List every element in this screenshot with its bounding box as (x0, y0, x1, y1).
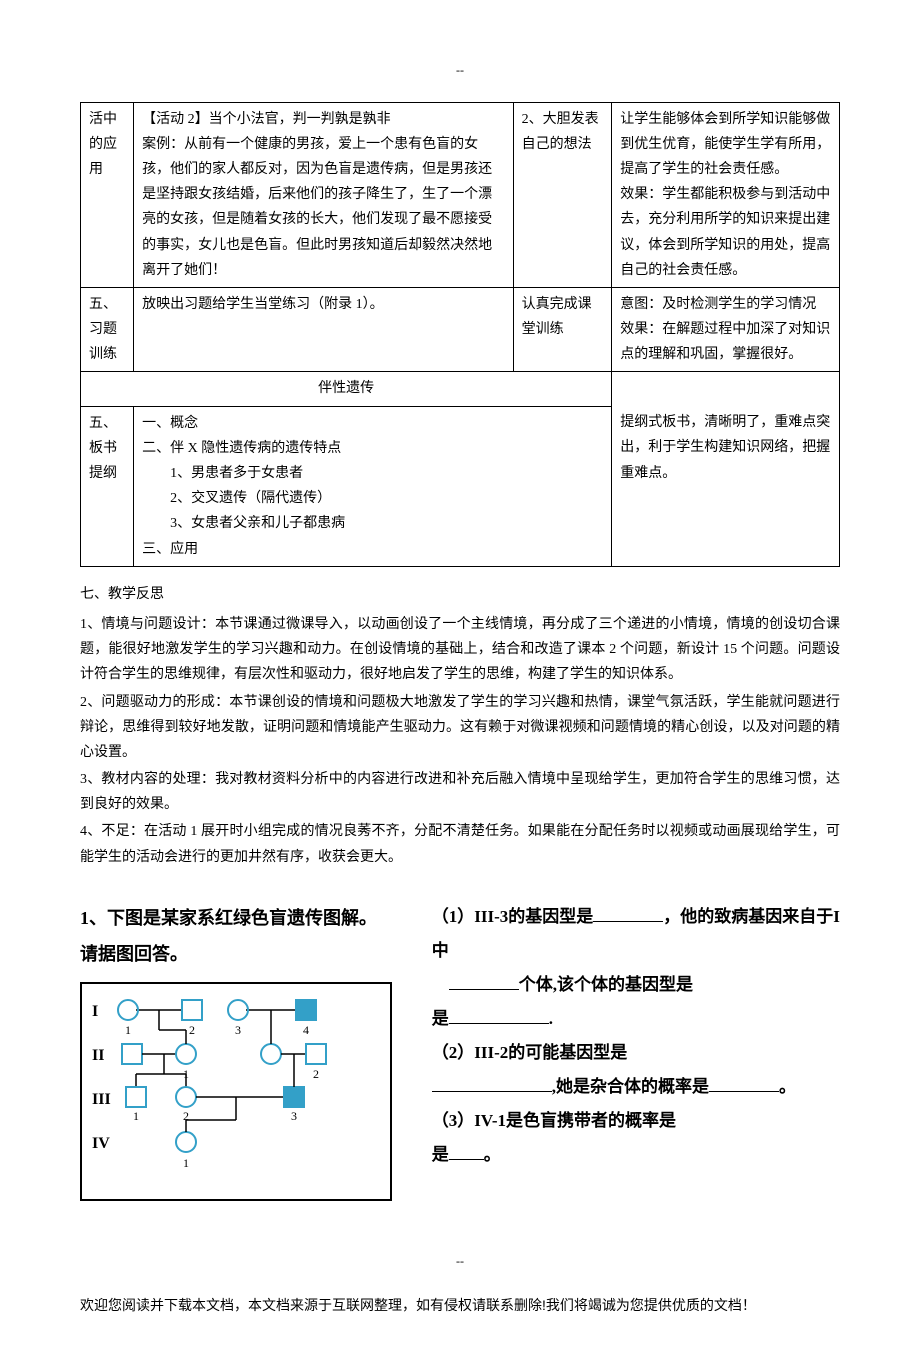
pedigree-svg: 1 2 3 4 1 2 (86, 992, 346, 1182)
reflection-p3: 3、教材内容的处理：我对教材资料分析中的内容进行改进和补充后融入情境中呈现给学生… (80, 767, 840, 817)
reflection-title: 七、教学反思 (80, 582, 840, 607)
q3-word-shi: 是 (432, 1145, 449, 1164)
blank (432, 1075, 552, 1092)
blank (593, 905, 663, 922)
table-row: 五、板书提纲 一、概念 二、伴 X 隐性遗传病的遗传特点 1、男患者多于女患者 … (81, 406, 840, 566)
svg-text:1: 1 (183, 1156, 189, 1170)
blank (449, 1007, 549, 1024)
svg-text:III: III (92, 1091, 111, 1108)
q1-text-c: 个体,该个体的基因型是 (519, 975, 693, 994)
svg-text:3: 3 (291, 1109, 297, 1123)
cell-exercise-label: 五、习题训练 (81, 287, 134, 372)
reflection-p1: 1、情境与问题设计：本节课通过微课导入，以动画创设了一个主线情境，再分成了三个递… (80, 612, 840, 688)
question-2: （2）III-2的可能基因型是 ,她是杂合体的概率是 。 (432, 1036, 840, 1104)
q3-text-b: 。 (484, 1145, 501, 1164)
cell-board-title: 伴性遗传 (81, 372, 612, 406)
lesson-table: 活中的应用 【活动 2】当个小法官，判一判孰是孰非 案例：从前有一个健康的男孩，… (80, 102, 840, 567)
q2-text-b: ,她是杂合体的概率是 (552, 1077, 709, 1096)
q2-text-a: （2）III-2的可能基因型是 (432, 1043, 628, 1062)
pedigree-diagram: 1 2 3 4 1 2 (80, 982, 392, 1201)
blank (449, 1143, 484, 1160)
cell-board-label: 五、板书提纲 (81, 406, 134, 566)
cell-activity-content: 【活动 2】当个小法官，判一判孰是孰非 案例：从前有一个健康的男孩，爱上一个患有… (134, 102, 514, 287)
cell-board-content: 一、概念 二、伴 X 隐性遗传病的遗传特点 1、男患者多于女患者 2、交叉遗传（… (134, 406, 612, 566)
svg-text:2: 2 (189, 1023, 195, 1037)
exercise-right: （1）III-3的基因型是，他的致病基因来自于I中 个体,该个体的基因型是 是.… (432, 900, 840, 1201)
svg-text:1: 1 (133, 1109, 139, 1123)
table-row: 五、习题训练 放映出习题给学生当堂练习（附录 1）。 认真完成课堂训练 意图：及… (81, 287, 840, 372)
exercise-left: 1、下图是某家系红绿色盲遗传图解。请据图回答。 1 2 3 4 (80, 900, 392, 1201)
blank (709, 1075, 779, 1092)
q1-text-a: （1）III-3的基因型是 (432, 907, 594, 926)
reflection-p2: 2、问题驱动力的形成：本节课创设的情境和问题极大地激发了学生的学习兴趣和热情，课… (80, 690, 840, 766)
cell-exercise-action: 认真完成课堂训练 (513, 287, 612, 372)
reflection-p4: 4、不足：在活动 1 展开时小组完成的情况良莠不齐，分配不清楚任务。如果能在分配… (80, 819, 840, 869)
cell-activity-label: 活中的应用 (81, 102, 134, 287)
cell-student-action: 2、大胆发表自己的想法 (513, 102, 612, 287)
question-1: （1）III-3的基因型是，他的致病基因来自于I中 个体,该个体的基因型是 是. (432, 900, 840, 1036)
exercise-title: 1、下图是某家系红绿色盲遗传图解。请据图回答。 (80, 900, 392, 972)
q1-word-shi: 是 (432, 1009, 449, 1028)
q1-text-d: . (549, 1009, 553, 1028)
cell-effect: 让学生能够体会到所学知识能够做到优生优育，能使学生学有所用，提高了学生的社会责任… (612, 102, 840, 287)
q3-text-a: （3）IV-1是色盲携带者的概率是 (432, 1111, 676, 1130)
bottom-page-marker: -- (80, 1251, 840, 1273)
blank (449, 973, 519, 990)
svg-text:3: 3 (235, 1023, 241, 1037)
cell-board-effect: 提纲式板书，清晰明了，重难点突出，利于学生构建知识网络，把握重难点。 (612, 406, 840, 566)
question-3: （3）IV-1是色盲携带者的概率是 是 。 (432, 1104, 840, 1172)
cell-empty (612, 372, 840, 406)
table-row: 活中的应用 【活动 2】当个小法官，判一判孰是孰非 案例：从前有一个健康的男孩，… (81, 102, 840, 287)
svg-text:4: 4 (303, 1023, 309, 1037)
svg-text:II: II (92, 1047, 104, 1064)
cell-exercise-effect: 意图：及时检测学生的学习情况 效果：在解题过程中加深了对知识点的理解和巩固，掌握… (612, 287, 840, 372)
top-page-marker: -- (80, 60, 840, 82)
svg-text:IV: IV (92, 1135, 110, 1152)
cell-exercise-content: 放映出习题给学生当堂练习（附录 1）。 (134, 287, 514, 372)
svg-text:1: 1 (125, 1023, 131, 1037)
exercise-section: 1、下图是某家系红绿色盲遗传图解。请据图回答。 1 2 3 4 (80, 900, 840, 1201)
q2-text-c: 。 (779, 1077, 796, 1096)
svg-text:I: I (92, 1003, 98, 1020)
table-row: 伴性遗传 (81, 372, 840, 406)
svg-text:2: 2 (313, 1067, 319, 1081)
footer-text: 欢迎您阅读并下载本文档，本文档来源于互联网整理，如有侵权请联系删除!我们将竭诚为… (80, 1293, 840, 1318)
